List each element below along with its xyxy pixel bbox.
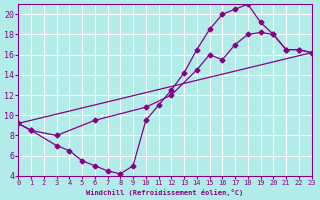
X-axis label: Windchill (Refroidissement éolien,°C): Windchill (Refroidissement éolien,°C) [86,189,244,196]
